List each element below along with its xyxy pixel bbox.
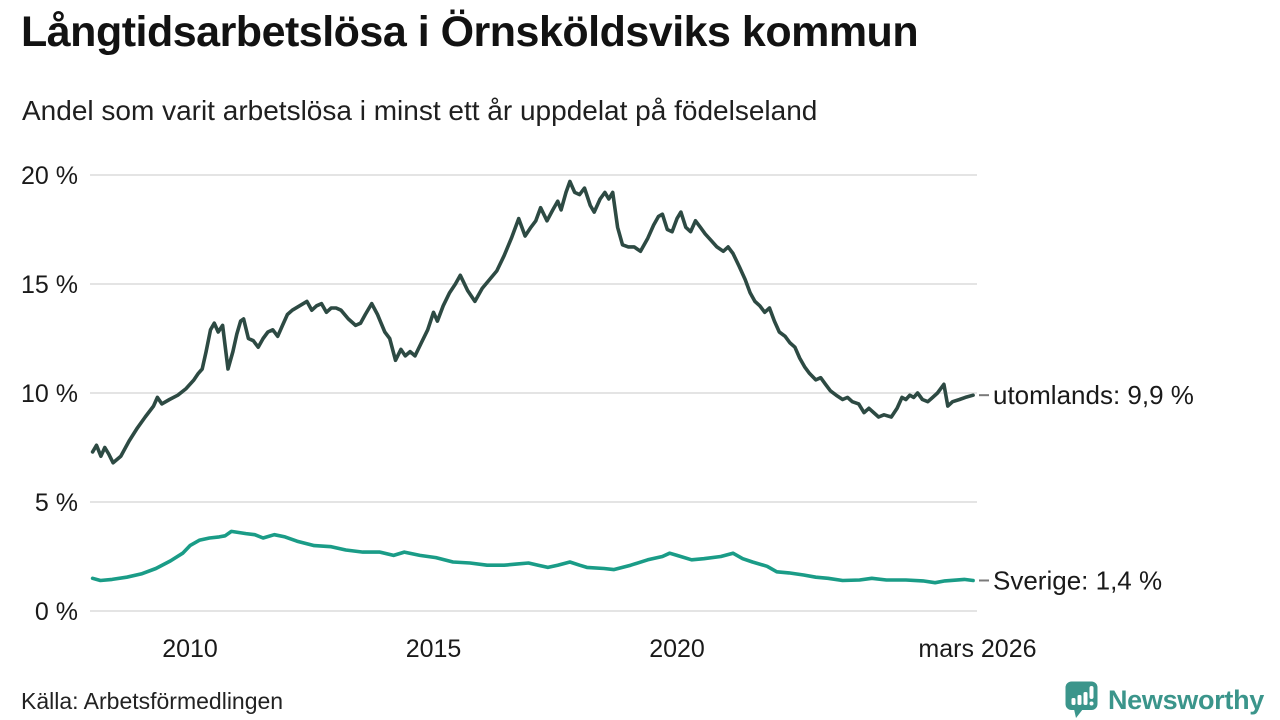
x-tick-label-2010: 2010 [162,635,218,663]
y-tick-label-5: 5 % [35,489,78,517]
series-end-label-utomlands: utomlands: 9,9 % [993,380,1194,410]
newsworthy-wordmark: Newsworthy [1107,684,1264,715]
x-tick-label-2015: 2015 [406,635,462,663]
y-tick-label-10: 10 % [21,380,78,408]
page-subtitle: Andel som varit arbetslösa i minst ett å… [22,95,818,126]
newsworthy-logo-icon [1065,681,1098,718]
source-note: Källa: Arbetsförmedlingen [21,688,284,714]
newsworthy-logo[interactable]: Newsworthy [1064,681,1264,719]
y-tick-label-15: 15 % [21,271,78,299]
x-tick-label-mars-2026: mars 2026 [918,635,1036,663]
series-end-label-Sverige: Sverige: 1,4 % [993,565,1162,595]
y-tick-label-20: 20 % [21,162,78,190]
page-title: Långtidsarbetslösa i Örnsköldsviks kommu… [21,8,919,56]
y-tick-label-0: 0 % [35,598,78,626]
series-line-utomlands [90,179,975,465]
series-line-Sverige [90,529,975,585]
x-tick-label-2020: 2020 [649,635,705,663]
